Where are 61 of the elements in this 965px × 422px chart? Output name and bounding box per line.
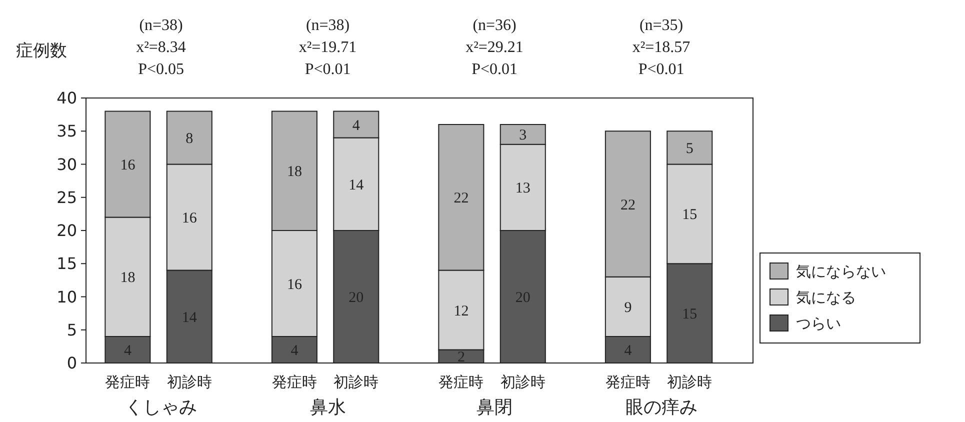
data-label: 16 <box>286 276 302 293</box>
legend-label: つらい <box>796 314 841 332</box>
y-tick-label: 40 <box>56 88 77 108</box>
data-label: 14 <box>348 177 364 194</box>
data-label: 4 <box>290 343 299 359</box>
data-label: 4 <box>352 118 360 134</box>
text: (n=35) <box>639 17 684 34</box>
data-label: 9 <box>624 300 632 316</box>
text: 鼻閉 <box>476 397 513 418</box>
y-tick-label: 35 <box>56 122 77 141</box>
x-tick-label: 初診時 <box>667 373 712 391</box>
y-tick-label: 15 <box>56 254 77 274</box>
legend-label: 気にならない <box>796 262 886 280</box>
text: x²=29.21 <box>466 39 524 56</box>
data-label: 2 <box>457 350 465 366</box>
text: P<0.01 <box>638 61 684 78</box>
data-label: 18 <box>120 270 136 286</box>
y-tick-label: 30 <box>56 154 77 174</box>
data-label: 15 <box>682 306 698 323</box>
data-label: 20 <box>515 290 530 306</box>
x-tick-label: 発症時 <box>105 373 150 391</box>
data-label: 16 <box>182 210 198 226</box>
data-label: 3 <box>519 128 527 144</box>
y-tick-label: 20 <box>56 221 77 240</box>
text: 眼の痒み <box>625 397 698 418</box>
x-tick-label: 初診時 <box>334 373 379 391</box>
text: P<0.05 <box>138 61 184 78</box>
text: くしゃみ <box>125 397 198 418</box>
data-label: 16 <box>120 158 136 174</box>
data-label: 4 <box>624 343 632 359</box>
data-label: 18 <box>286 164 302 180</box>
x-tick-label: 発症時 <box>605 373 650 391</box>
text: (n=38) <box>139 17 183 34</box>
data-label: 22 <box>620 197 636 214</box>
data-label: 5 <box>686 140 694 157</box>
x-tick-label: 初診時 <box>166 373 212 391</box>
text: (n=38) <box>306 17 350 34</box>
text: x²=19.71 <box>298 39 357 56</box>
data-label: 12 <box>454 303 469 320</box>
data-label: 4 <box>124 343 132 359</box>
data-label: 14 <box>182 310 198 326</box>
data-label: 22 <box>454 190 469 207</box>
data-label: 20 <box>348 290 364 306</box>
data-label: 13 <box>515 180 530 197</box>
y-tick-label: 0 <box>66 354 77 373</box>
text: (n=36) <box>472 17 516 34</box>
data-label: 15 <box>682 207 698 224</box>
y-tick-label: 25 <box>56 188 77 207</box>
y-axis-title: 症例数 <box>16 41 67 61</box>
y-tick-label: 10 <box>56 287 77 306</box>
y-tick-label: 5 <box>66 320 77 340</box>
x-tick-label: 発症時 <box>438 373 484 391</box>
text: P<0.01 <box>304 61 351 78</box>
x-tick-label: 発症時 <box>272 373 317 391</box>
x-tick-label: 初診時 <box>500 373 546 391</box>
text: x²=8.34 <box>136 39 186 56</box>
legend-label: 気になる <box>796 288 856 306</box>
text: P<0.01 <box>472 61 518 78</box>
data-label: 8 <box>186 131 194 147</box>
text: x²=18.57 <box>632 39 690 56</box>
text: 鼻水 <box>310 397 346 418</box>
